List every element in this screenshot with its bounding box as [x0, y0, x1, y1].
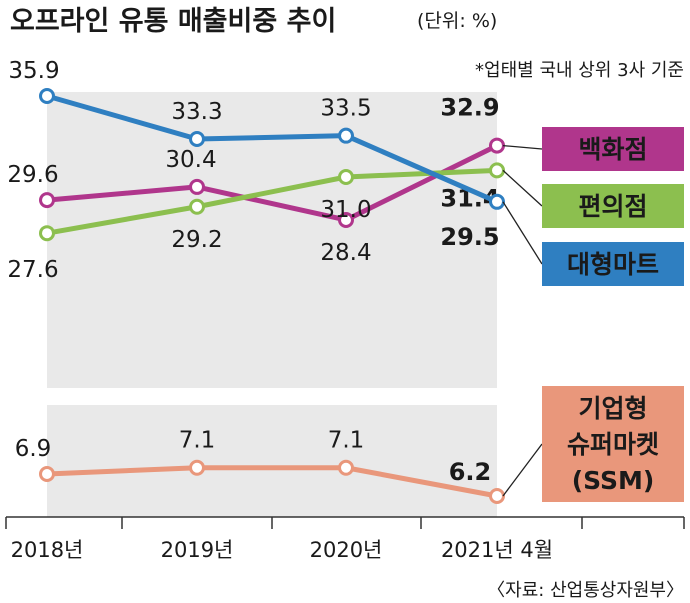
- x-tick-label: 2018년: [11, 538, 84, 562]
- data-label-ssm: 7.1: [328, 428, 365, 454]
- data-label-dept: 32.9: [440, 94, 499, 122]
- footnote: *업태별 국내 상위 3사 기준: [475, 60, 684, 81]
- legend-box-mart: [542, 242, 684, 286]
- data-point-mart: [338, 127, 354, 144]
- legend-label-ssm: 슈퍼마켓: [567, 430, 659, 459]
- legend-label-mart: 대형마트: [567, 250, 659, 279]
- series-line-conv: [44, 167, 500, 236]
- data-label-conv: 27.6: [7, 257, 58, 283]
- data-point-conv: [189, 198, 205, 215]
- data-label-mart: 35.9: [8, 58, 59, 84]
- data-point-conv: [489, 162, 505, 179]
- data-label-dept: 30.4: [165, 147, 216, 173]
- series-line-dept: [44, 143, 500, 223]
- data-label-ssm: 7.1: [179, 428, 216, 454]
- upper-panel-background: [47, 92, 497, 388]
- data-point-dept: [489, 137, 505, 154]
- data-label-conv: 29.2: [171, 227, 222, 253]
- data-point-mart: [189, 130, 205, 147]
- x-tick-label: 2019년: [161, 538, 234, 562]
- data-label-conv: 31.0: [320, 197, 371, 223]
- data-label-ssm: 6.2: [449, 458, 492, 486]
- lower-panel-background: [47, 405, 497, 517]
- legend-box-conv: [542, 184, 684, 228]
- unit-label: (단위: %): [417, 10, 497, 32]
- data-point-dept: [338, 211, 354, 228]
- data-label-dept: 29.6: [7, 162, 58, 188]
- data-point-ssm: [489, 488, 505, 504]
- data-point-conv: [39, 225, 55, 242]
- data-label-mart: 33.3: [171, 99, 222, 125]
- data-point-ssm: [338, 459, 354, 476]
- data-label-mart: 33.5: [320, 96, 371, 122]
- legend-leader-conv: [502, 169, 543, 207]
- data-point-mart: [39, 88, 55, 104]
- x-tick-label: 2021년 4월: [441, 538, 553, 562]
- legend-leader-dept: [502, 144, 543, 150]
- series-line-ssm: [44, 465, 500, 499]
- legend-label-ssm: (SSM): [572, 466, 655, 495]
- data-label-dept: 28.4: [320, 240, 371, 266]
- data-point-dept: [189, 178, 205, 195]
- data-point-ssm: [39, 466, 55, 483]
- x-tick-label: 2020년: [310, 538, 383, 562]
- legend-label-conv: 편의점: [578, 192, 647, 221]
- legend-box-dept: [542, 127, 684, 171]
- source-credit: 〈자료: 산업통상자원부〉: [487, 580, 684, 601]
- data-label-ssm: 6.9: [15, 436, 52, 462]
- legend-leader-ssm: [502, 443, 543, 497]
- chart-title: 오프라인 유통 매출비중 추이: [10, 6, 336, 37]
- data-label-mart: 29.5: [440, 223, 499, 251]
- legend-box-ssm: [542, 386, 684, 502]
- data-point-dept: [39, 192, 55, 209]
- legend-label-dept: 백화점: [578, 135, 647, 164]
- data-point-mart: [489, 193, 505, 210]
- legend-leader-mart: [502, 201, 543, 265]
- data-point-ssm: [189, 459, 205, 476]
- legend-label-ssm: 기업형: [578, 394, 647, 423]
- data-point-conv: [338, 168, 354, 185]
- series-line-mart: [44, 93, 500, 205]
